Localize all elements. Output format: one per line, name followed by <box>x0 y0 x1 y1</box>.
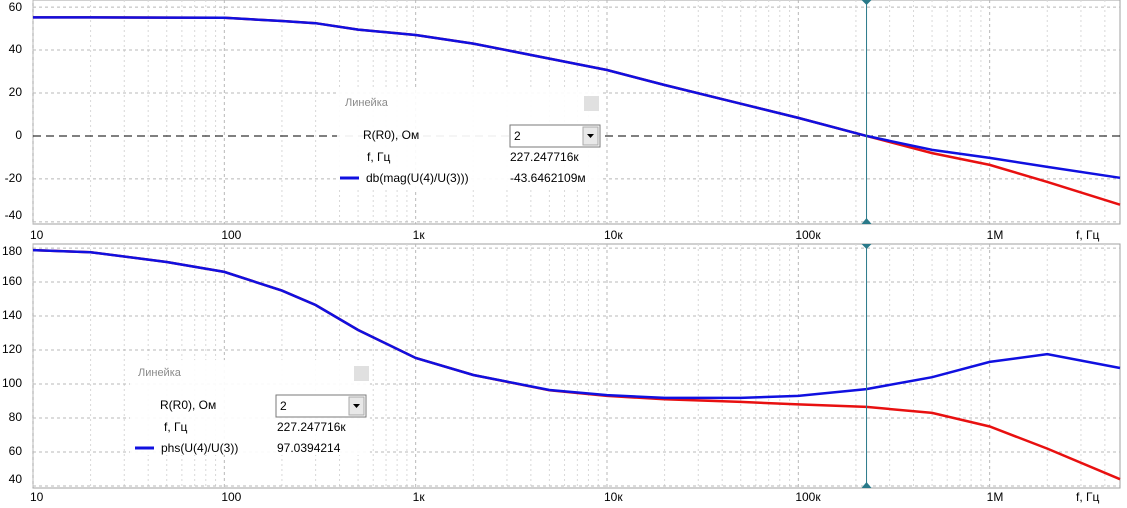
x-tick-label: 100к <box>795 490 821 504</box>
y-tick-label: 120 <box>2 342 22 356</box>
freq-value: 227.247716к <box>277 420 346 434</box>
x-tick-label: 1M <box>987 490 1004 504</box>
y-tick-label: -40 <box>5 208 23 222</box>
param-combo[interactable] <box>509 124 601 148</box>
x-tick-label: 100к <box>795 228 821 242</box>
x-axis-label: f, Гц <box>1076 490 1100 504</box>
param-label: R(R0), Ом <box>160 398 216 412</box>
param-combo[interactable] <box>275 394 367 418</box>
close-button[interactable] <box>584 96 599 111</box>
close-button[interactable] <box>354 366 369 381</box>
x-tick-label: 10к <box>604 490 623 504</box>
series-line <box>32 248 1121 400</box>
x-axis-label: f, Гц <box>1076 228 1100 242</box>
y-tick-label: -20 <box>5 171 23 185</box>
combo-arrow <box>353 404 360 408</box>
y-tick-label: 80 <box>9 410 23 424</box>
ruler-title: Линейка <box>345 97 389 109</box>
y-tick-label: 0 <box>15 128 22 142</box>
cursor-handle[interactable] <box>861 482 872 488</box>
readout-value: 97.0394214 <box>277 441 341 455</box>
y-tick-label: 60 <box>9 0 23 14</box>
y-tick-label: 100 <box>2 376 22 390</box>
y-tick-label: 160 <box>2 274 22 288</box>
combo-arrow <box>587 134 594 138</box>
y-tick-label: 180 <box>2 244 22 258</box>
x-tick-label: 10к <box>604 228 623 242</box>
y-tick-label: 40 <box>9 472 23 486</box>
y-tick-label: 40 <box>9 42 23 56</box>
cursor-handle[interactable] <box>861 244 872 249</box>
x-tick-label: 100 <box>221 228 241 242</box>
param-value: 2 <box>514 129 521 143</box>
x-tick-label: 1M <box>987 228 1004 242</box>
freq-label: f, Гц <box>164 420 188 434</box>
readout-value: -43.6462109м <box>510 171 586 185</box>
legend-label: db(mag(U(4)/U(3))) <box>366 171 469 185</box>
y-tick-label: 60 <box>9 444 23 458</box>
param-value: 2 <box>280 399 287 413</box>
x-tick-label: 1к <box>413 490 426 504</box>
freq-label: f, Гц <box>367 150 391 164</box>
y-tick-label: 20 <box>9 85 23 99</box>
freq-value: 227.247716к <box>510 150 579 164</box>
cursor-handle[interactable] <box>861 0 872 5</box>
ruler-title: Линейка <box>138 367 182 379</box>
x-tick-label: 10 <box>30 490 44 504</box>
series-line <box>33 16 1121 180</box>
y-tick-label: 140 <box>2 308 22 322</box>
x-tick-label: 1к <box>413 228 426 242</box>
legend-label: phs(U(4)/U(3)) <box>161 441 238 455</box>
x-tick-label: 10 <box>30 228 44 242</box>
cursor-handle[interactable] <box>861 218 872 224</box>
x-tick-label: 100 <box>221 490 241 504</box>
param-label: R(R0), Ом <box>363 128 419 142</box>
